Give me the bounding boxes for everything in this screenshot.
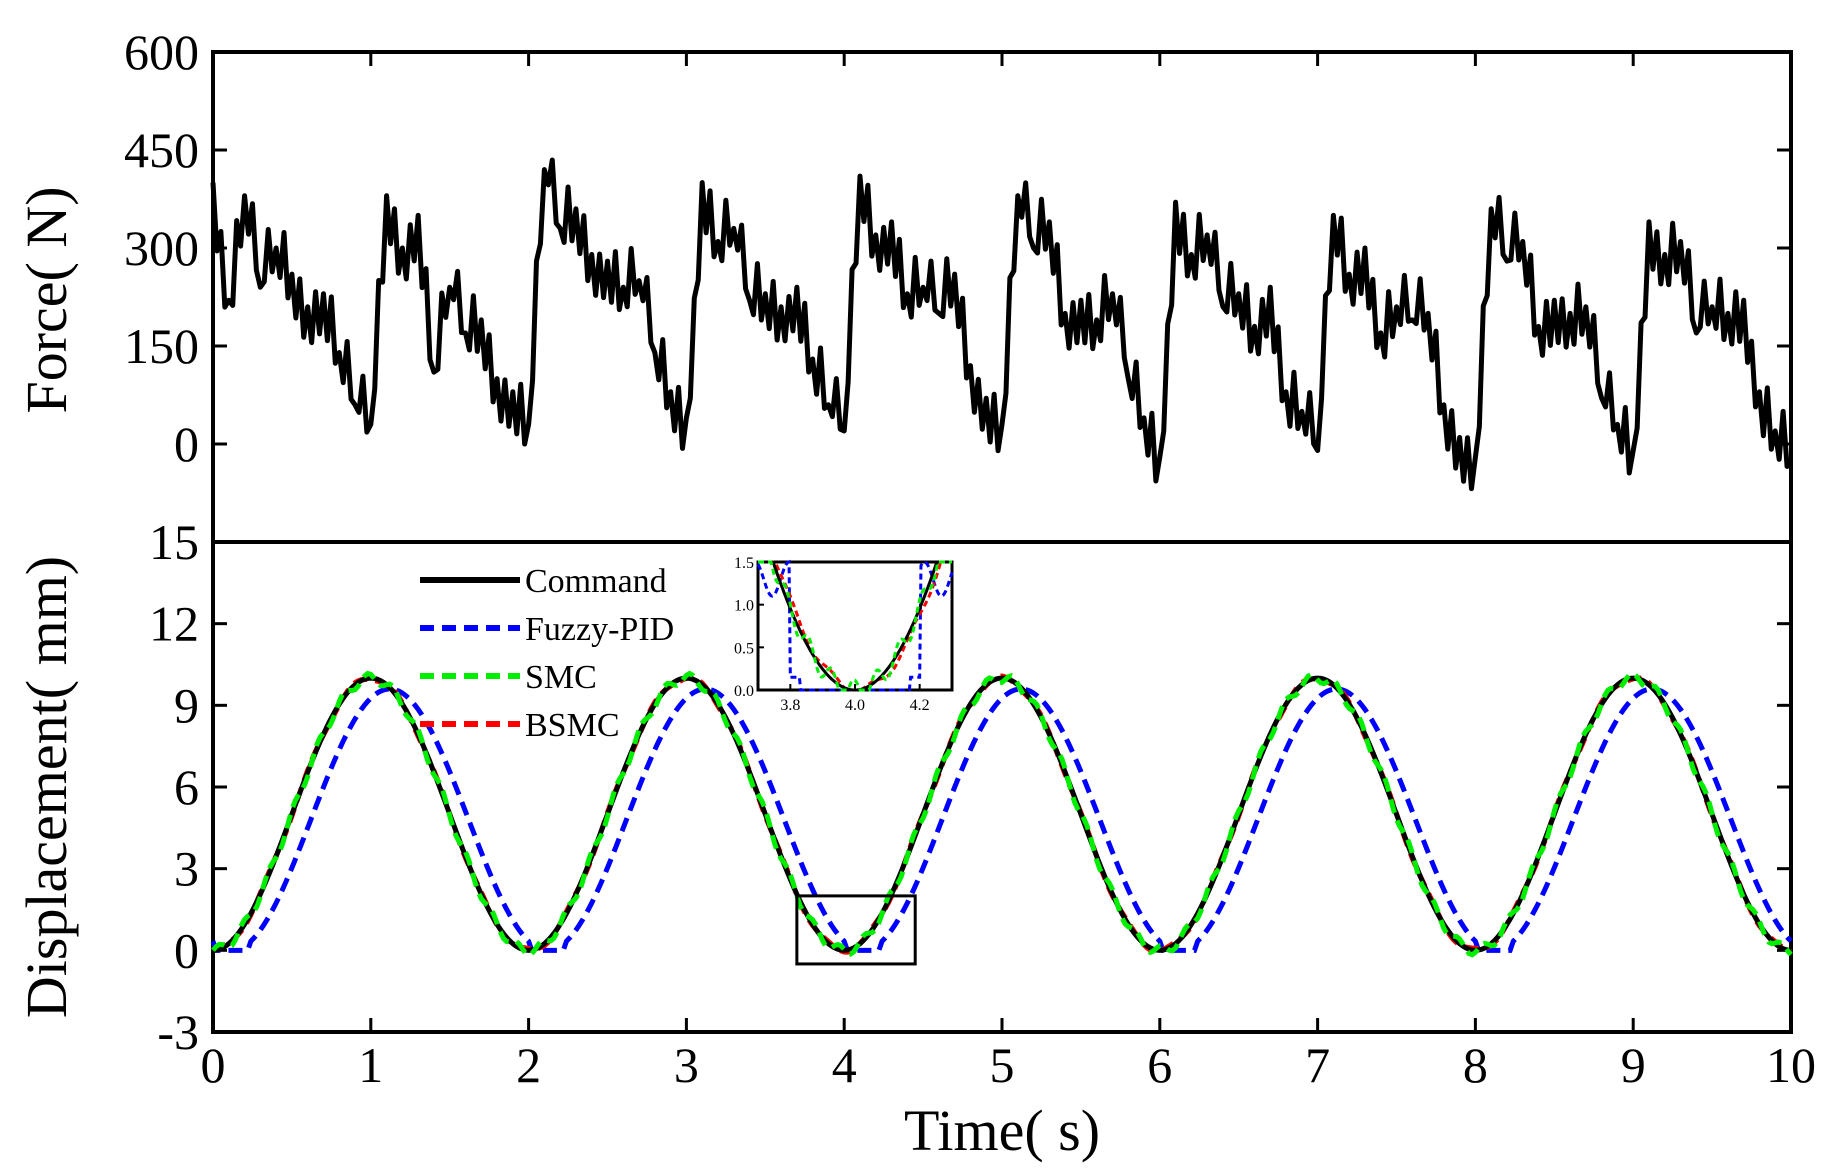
inset-series-smc: [758, 560, 952, 692]
force-plot-area: 0 150 300 450 600: [124, 24, 1793, 492]
disp-y-tick-label: 12: [149, 596, 199, 652]
time-axis-title: Time( s): [904, 1098, 1100, 1163]
disp-series-smc: [211, 670, 1793, 959]
inset-zoom-plot: 0.0 0.5 1.0 1.5 3.8 4.0 4.2: [734, 555, 954, 714]
force-axis-title: Force( N): [14, 186, 79, 413]
disp-y-tick-label: 6: [174, 759, 199, 815]
disp-x-tick-label: 9: [1621, 1037, 1646, 1093]
disp-x-tick-label: 10: [1766, 1037, 1816, 1093]
zoom-highlight-box: [795, 894, 917, 966]
disp-x-tick-label: 6: [1147, 1037, 1172, 1093]
legend-label: Fuzzy-PID: [525, 611, 674, 648]
legend: Command Fuzzy-PID SMC BSMC: [420, 563, 674, 744]
force-y-tick-label: 300: [124, 220, 199, 276]
disp-x-tick-label: 7: [1305, 1037, 1330, 1093]
inset-y-tick-label: 1.0: [734, 598, 754, 615]
disp-y-tick-label: 3: [174, 841, 199, 897]
disp-x-tick-label: 3: [674, 1037, 699, 1093]
disp-x-tick-label: 5: [990, 1037, 1015, 1093]
force-y-tick-label: 450: [124, 122, 199, 178]
disp-y-tick-label: 15: [149, 514, 199, 570]
disp-y-tick-label: 9: [174, 677, 199, 733]
displacement-axis-title: Displacement( mm): [14, 556, 79, 1018]
inset-y-tick-label: 0.0: [734, 683, 754, 700]
inset-y-tick-label: 1.5: [734, 555, 754, 572]
inset-x-tick-label: 4.2: [910, 697, 930, 714]
inset-series-fuzzy-pid: [756, 559, 954, 692]
legend-label: BSMC: [525, 707, 620, 744]
disp-x-tick-label: 0: [201, 1037, 226, 1093]
inset-x-tick-label: 4.0: [845, 697, 865, 714]
disp-series-fuzzy-pid: [210, 686, 1793, 953]
force-y-tick-label: 0: [174, 416, 199, 472]
legend-label: SMC: [525, 659, 597, 696]
legend-label: Command: [525, 563, 667, 600]
force-y-tick-label: 150: [124, 318, 199, 374]
inset-frame: [756, 560, 954, 692]
disp-x-tick-label: 2: [516, 1037, 541, 1093]
disp-y-tick-label: -3: [157, 1004, 199, 1060]
force-series-line: [210, 157, 1793, 492]
disp-x-tick-label: 1: [358, 1037, 383, 1093]
disp-x-tick-label: 4: [832, 1037, 857, 1093]
disp-x-tick-label: 8: [1463, 1037, 1488, 1093]
inset-x-tick-label: 3.8: [780, 697, 800, 714]
inset-y-tick-label: 0.5: [734, 640, 754, 657]
force-y-tick-label: 600: [124, 24, 199, 80]
disp-y-tick-label: 0: [174, 922, 199, 978]
inset-series-command: [758, 560, 952, 692]
